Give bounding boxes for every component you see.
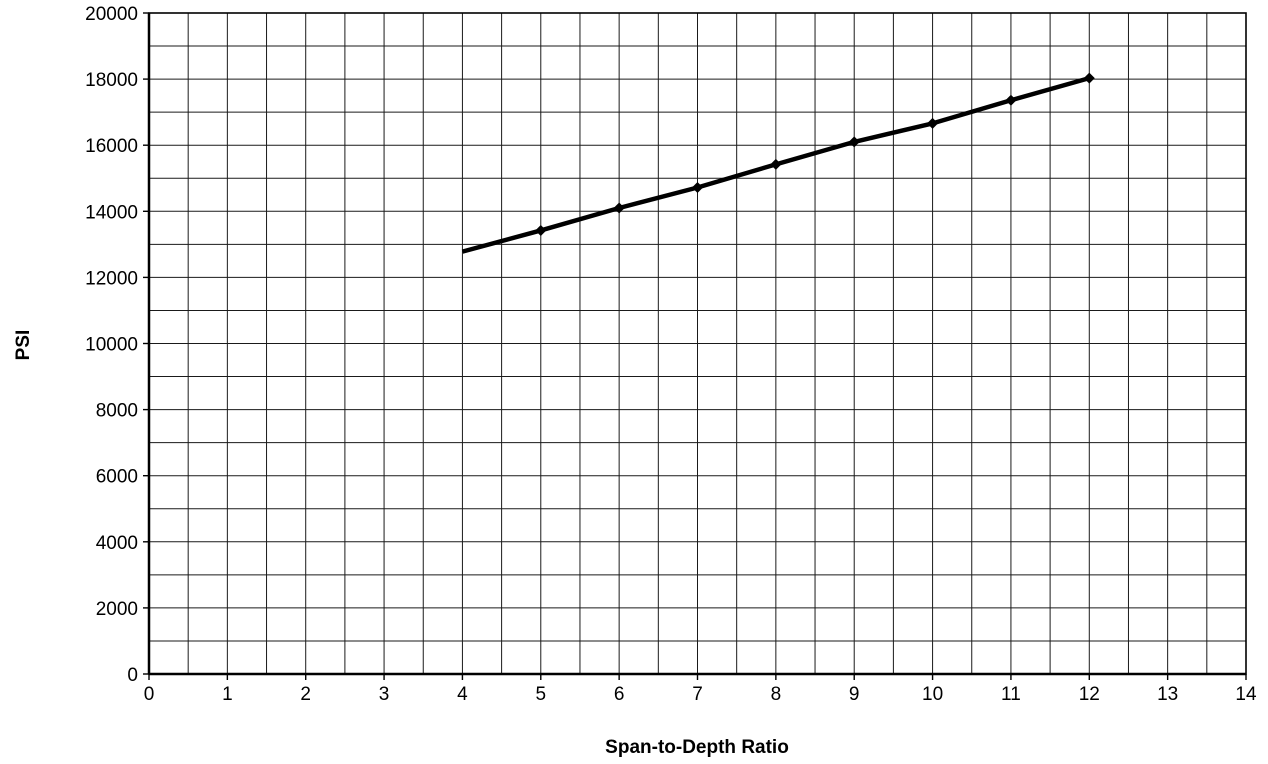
data-point-marker: [848, 136, 860, 148]
data-point-marker: [1083, 72, 1095, 84]
data-point-marker: [1005, 94, 1017, 106]
x-tick-label: 12: [1079, 684, 1100, 705]
x-tick-label: 14: [1235, 684, 1257, 705]
y-tick-label: 12000: [85, 268, 138, 289]
y-tick-label: 14000: [85, 202, 138, 223]
x-axis-title: Span-to-Depth Ratio: [605, 737, 789, 758]
y-tick-labels: 0 2000 4000 6000 8000 10000 12000 14000 16000 180…: [85, 4, 138, 686]
y-tick-label: 0: [127, 665, 138, 686]
data-point-marker: [613, 202, 625, 214]
y-tick-label: 16000: [85, 136, 138, 157]
x-tick-label: 11: [1001, 684, 1021, 705]
y-axis-title: PSI: [13, 330, 34, 361]
data-point-marker: [692, 182, 703, 194]
x-tick-label: 8: [771, 684, 782, 705]
series: [461, 72, 1095, 254]
y-tick-label: 2000: [96, 599, 138, 620]
x-tick-label: 10: [922, 684, 943, 705]
x-tick-label: 5: [535, 684, 546, 705]
data-point-marker: [770, 158, 782, 170]
grid: [148, 12, 1247, 675]
y-tick-label: 4000: [96, 533, 138, 554]
y-tick-label: 8000: [96, 401, 138, 422]
x-tick-label: 3: [379, 684, 390, 705]
data-point-marker: [535, 224, 547, 236]
data-point-marker: [927, 117, 939, 129]
x-tick-label: 4: [457, 684, 468, 705]
y-tick-label: 20000: [85, 4, 138, 25]
x-tick-label: 13: [1157, 684, 1178, 705]
x-tick-label: 7: [692, 684, 703, 705]
x-tick-label: 0: [144, 684, 155, 705]
y-tick-label: 10000: [85, 335, 138, 356]
x-tick-label: 9: [849, 684, 860, 705]
y-tick-label: 18000: [85, 70, 138, 91]
x-tick-labels: 0 1 2 3 4 5 6 7 8 9 10 11 12 13 14: [144, 684, 1257, 705]
y-tick-label: 6000: [96, 467, 138, 488]
x-tick-label: 2: [300, 684, 311, 705]
axes: [143, 12, 1247, 680]
x-tick-label: 1: [222, 684, 233, 705]
x-tick-label: 6: [614, 684, 625, 705]
